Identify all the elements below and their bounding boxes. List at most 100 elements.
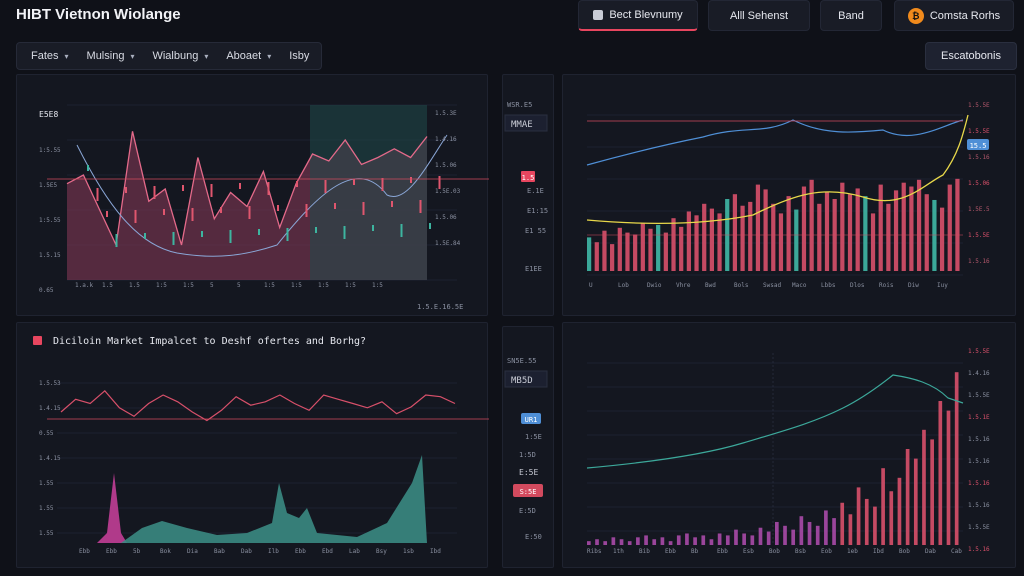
y-axis-label: 1.55	[39, 530, 54, 537]
x-axis-label: Bob	[769, 548, 780, 555]
candle	[191, 208, 194, 221]
x-axis-label: Vhre	[676, 282, 691, 289]
bar	[840, 502, 845, 545]
menu-item-4[interactable]: Isby	[289, 50, 309, 62]
bar	[717, 213, 722, 271]
bar	[924, 194, 929, 271]
options-button[interactable]: Escatobonis	[925, 42, 1017, 70]
bar	[611, 537, 616, 545]
x-axis-label: 1:5	[291, 282, 302, 289]
menu-bar: Fates ▾ Mulsing ▾ Wialbung ▾ Aboaet ▾ Isby	[16, 42, 322, 70]
menu-item-1[interactable]: Mulsing ▾	[87, 50, 135, 62]
candle	[220, 207, 222, 213]
top-tab-3[interactable]: ₿ Comsta Rorhs	[894, 0, 1014, 31]
right-axis-label: 1.5E.5	[968, 206, 990, 213]
y-axis-label: 0.65	[39, 287, 54, 294]
bar	[947, 184, 952, 271]
price-chart-bottom-left[interactable]: Diciloin Market Impalcet to Deshf oferte…	[17, 323, 489, 569]
candle	[229, 230, 232, 243]
top-tab-2[interactable]: Band	[820, 0, 882, 31]
x-axis-label: Dlos	[850, 282, 865, 289]
candle	[286, 228, 289, 241]
x-axis-label: Ebb	[106, 548, 117, 555]
candle	[172, 232, 175, 245]
x-axis-label: U	[589, 282, 593, 289]
right-axis-label: 1.5.16	[968, 458, 990, 465]
scale-label: E.1E	[527, 187, 544, 195]
candle	[343, 226, 346, 239]
price-scale-top: WSR.E5 MMAE 1.5 E.1E E1:15 E1 55 E1EE	[504, 101, 548, 273]
bar	[617, 227, 622, 271]
bar	[742, 533, 746, 545]
bar	[930, 439, 934, 545]
x-axis-label: Iuy	[937, 282, 948, 289]
trend-line	[586, 374, 964, 469]
bar	[824, 510, 828, 545]
y-axis-label: 0.55	[39, 430, 54, 437]
bar	[932, 199, 937, 271]
scale-box	[504, 114, 548, 132]
chevron-down-icon: ▾	[64, 52, 69, 61]
candle	[106, 211, 108, 217]
bitcoin-icon: ₿	[907, 7, 924, 24]
scale-label: E1:15	[527, 207, 548, 215]
menu-item-3[interactable]: Aboaet ▾	[226, 50, 271, 62]
bar	[855, 188, 860, 271]
x-axis-label: Rois	[879, 282, 894, 289]
bar-chart-bottom-right[interactable]: 1.5.5E 1.4.16 1.5.5E 1.5.1E 1.5.16 1.5.16 1.5.…	[563, 323, 1017, 569]
bar	[660, 537, 665, 545]
right-axis-label: 1.5.5E	[968, 524, 990, 531]
top-tab-0[interactable]: Bect Blevnumy	[578, 0, 698, 31]
price-chart-top-left[interactable]: E5E8 1:5.55 1.5E5 1:5.55 1.5.15 0.65 1.5.3E 1.4…	[17, 75, 489, 317]
price-scale-bottom: SN5E.55 MB5D UR1 1:5E 1:5D E:5E S:5E E:5D E:50	[504, 357, 548, 541]
bar	[809, 179, 814, 271]
x-axis-label: Dia	[187, 548, 198, 555]
candle	[96, 188, 99, 201]
bar	[824, 192, 830, 271]
x-axis-label: Ibd	[873, 548, 884, 555]
top-tab-label: Band	[838, 9, 864, 22]
right-axis-label: 1.5.06	[968, 180, 990, 187]
pink-spike-area	[97, 473, 127, 543]
chart-panel-top-right: 15.5 1.5.5E 1.5.5E 1.5.16 1.5.06 1.5E.5 1.5.5E…	[562, 74, 1016, 316]
bar	[913, 458, 918, 545]
candle	[296, 181, 298, 187]
candle	[324, 180, 327, 193]
chevron-down-icon: ▾	[130, 52, 135, 61]
bar	[758, 527, 763, 545]
bar	[668, 541, 673, 545]
moving-average-line	[76, 134, 448, 257]
x-axis-label: Diw	[908, 282, 919, 289]
bar	[686, 211, 691, 271]
bar	[864, 498, 869, 545]
chevron-down-icon: ▾	[204, 52, 209, 61]
bar	[748, 201, 753, 271]
footer-label: 1.5.E.16.5E	[417, 303, 463, 311]
top-tab-1[interactable]: Alll Sehenst	[708, 0, 810, 31]
menu-item-0[interactable]: Fates ▾	[31, 50, 69, 62]
candle	[277, 205, 279, 211]
mid-strip-top: WSR.E5 MMAE 1.5 E.1E E1:15 E1 55 E1EE	[502, 74, 554, 316]
bar-chart-top-right[interactable]: 15.5 1.5.5E 1.5.5E 1.5.16 1.5.06 1.5E.5 1.5.5E…	[563, 75, 1017, 317]
bar	[625, 232, 630, 271]
candle	[400, 224, 403, 237]
x-axis-label: Ebd	[322, 548, 333, 555]
price-tag-label: 1.5	[522, 174, 535, 182]
x-axis-label: Lab	[349, 548, 360, 555]
candle	[334, 203, 336, 209]
bar	[856, 487, 861, 545]
menu-item-2[interactable]: Wialbung ▾	[152, 50, 208, 62]
x-axis-label: 1:5	[372, 282, 383, 289]
bar	[648, 228, 653, 271]
menu-label: Mulsing	[86, 50, 125, 62]
right-axis-label: 1.5.06	[435, 162, 457, 169]
x-axis-label: Ebb	[295, 548, 306, 555]
menu-label: Isby	[289, 50, 310, 62]
bar	[791, 529, 796, 545]
legend-marker	[33, 336, 42, 345]
menu-label: Wialbung	[152, 50, 199, 62]
candle	[153, 186, 156, 199]
bar	[701, 535, 706, 545]
x-axis-label: 1.5	[129, 282, 140, 289]
x-axis-label: 1eb	[847, 548, 858, 555]
